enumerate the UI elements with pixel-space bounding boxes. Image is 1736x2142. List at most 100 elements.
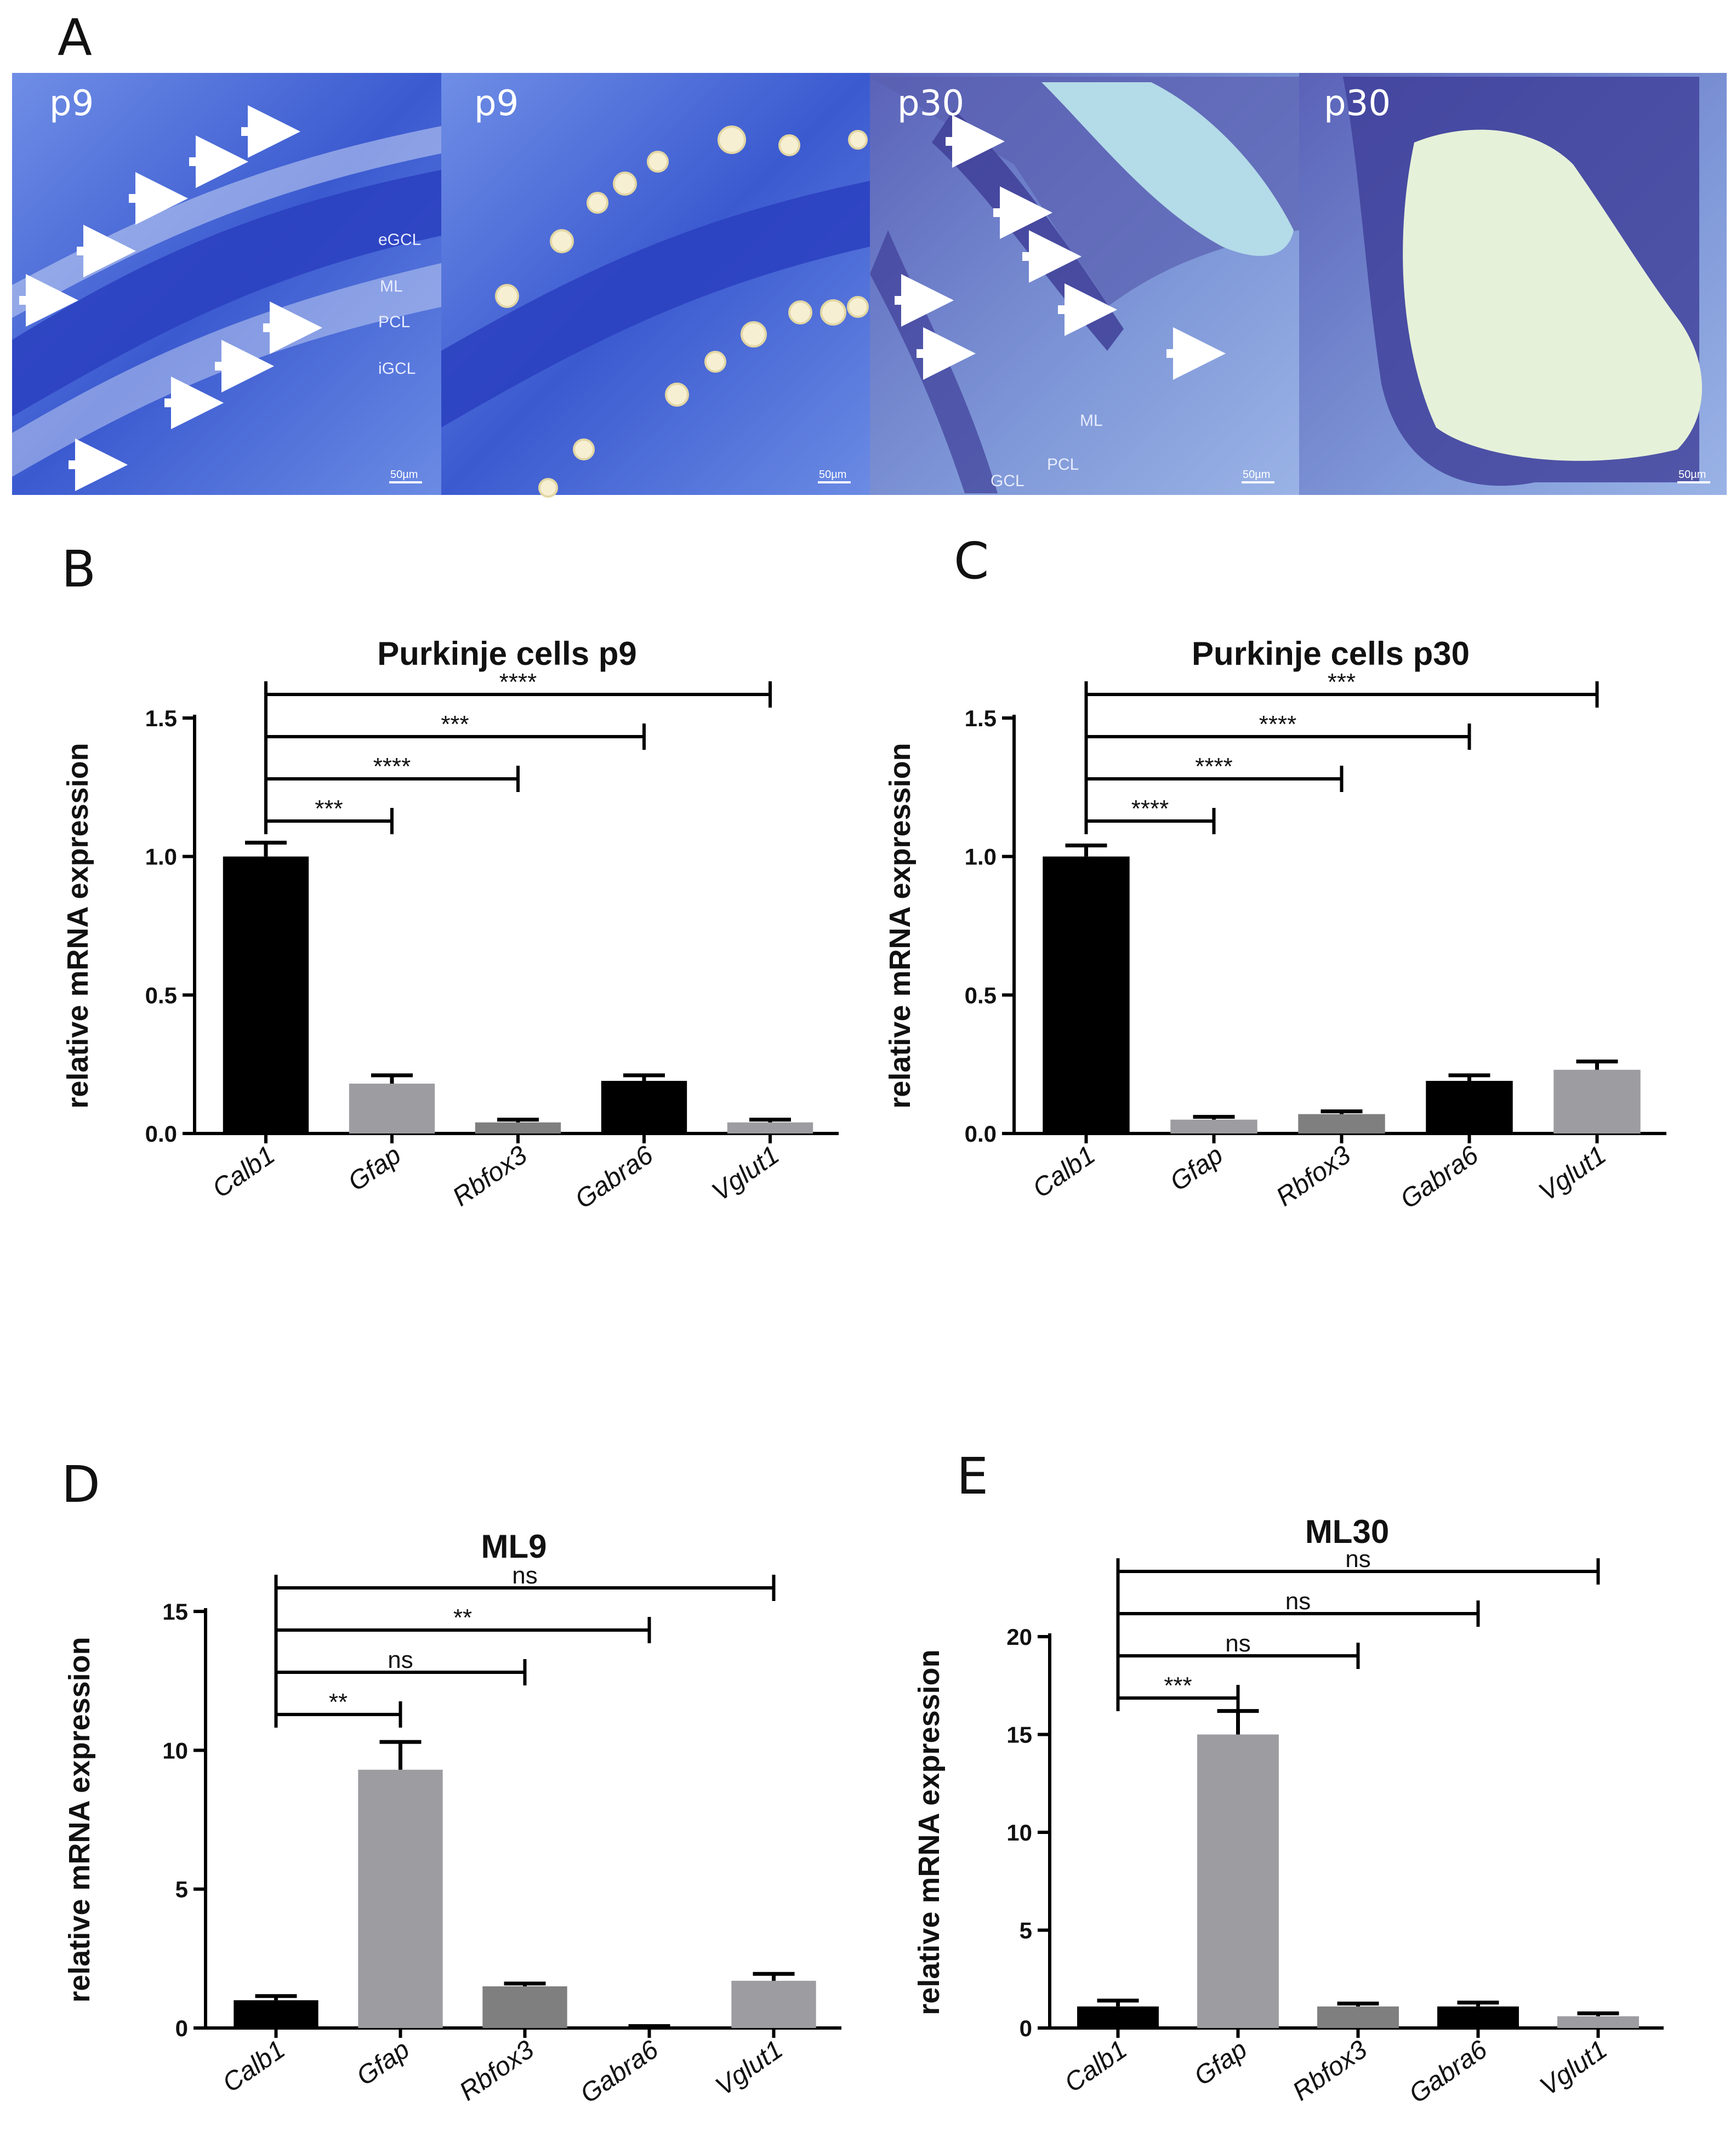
y-tick-label: 15 (1006, 1722, 1032, 1748)
panel-letter-b: B (61, 540, 96, 599)
category-label: Rbfox3 (1271, 1140, 1356, 1212)
significance-label: ** (329, 1689, 348, 1716)
significance-label: **** (1195, 753, 1233, 780)
category-label: Calb1 (207, 1141, 280, 1204)
significance-label: ns (388, 1647, 413, 1673)
significance-label: **** (1131, 795, 1169, 822)
significance-label: *** (1164, 1672, 1192, 1699)
y-axis-label: relative mRNA expression (913, 1649, 946, 2015)
y-tick-label: 15 (162, 1599, 188, 1625)
significance-label: ns (512, 1562, 537, 1589)
category-label: Vglut1 (1535, 2035, 1613, 2101)
y-tick-label: 20 (1006, 1624, 1032, 1650)
panel-letter-e: E (957, 1447, 988, 1506)
panel-letter-a: A (58, 8, 92, 67)
significance-label: **** (373, 753, 411, 780)
y-tick-label: 0.0 (145, 1121, 177, 1147)
chart-purkinje-p30: Purkinje cells p30 relative mRNA expressi… (884, 635, 1666, 1215)
bar (1426, 1080, 1513, 1133)
significance-label: ns (1345, 1546, 1370, 1573)
micrograph-3: p30 ML PCL GCL 50µm (870, 73, 1299, 495)
significance-label: ns (1225, 1630, 1250, 1657)
significance-label: ns (1285, 1588, 1311, 1615)
category-label: Gabra6 (1404, 2035, 1493, 2109)
bar (1170, 1119, 1257, 1133)
svg-text:50µm: 50µm (819, 469, 846, 481)
significance-label: ** (453, 1604, 472, 1631)
category-label: Gfap (1189, 2035, 1253, 2092)
y-axis-label: relative mRNA expression (61, 743, 94, 1108)
bar (601, 1080, 687, 1133)
captured-cell-holes (495, 126, 869, 498)
panel-letter-d: D (61, 1455, 100, 1514)
y-tick-label: 5 (1020, 1918, 1032, 1944)
y-axis-label: relative mRNA expression (63, 1637, 96, 2002)
layer-label-igcl: iGCL (378, 360, 415, 378)
layer-label-egcl: eGCL (378, 231, 421, 249)
y-tick-label: 0 (175, 2015, 188, 2041)
y-tick-label: 0.5 (965, 982, 997, 1008)
bar (482, 1986, 567, 2028)
category-label: Rbfox3 (1288, 2035, 1373, 2106)
category-label: Gfap (343, 1141, 407, 1197)
y-tick-label: 1.5 (965, 705, 997, 731)
scale-bar-1: 50µm (389, 469, 422, 483)
significance-label: *** (441, 711, 469, 738)
arrow-icons (19, 105, 322, 491)
scale-bar-3: 50µm (1242, 469, 1274, 483)
category-label: Calb1 (1028, 1141, 1101, 1204)
y-tick-label: 0 (1020, 2015, 1032, 2041)
bar (349, 1084, 435, 1133)
micrograph-1-stage: p9 (49, 83, 94, 124)
category-label: Rbfox3 (454, 2035, 539, 2106)
chart-title: Purkinje cells p30 (1192, 635, 1470, 672)
chart-ml9: ML9 relative mRNA expression 0 5 10 15 Calb1 Gf… (63, 1528, 841, 2109)
layer-label-gcl-p30: GCL (991, 472, 1024, 490)
scale-bar-4: 50µm (1677, 469, 1710, 483)
bar (1077, 2006, 1159, 2028)
y-tick-label: 5 (175, 1877, 188, 1902)
micrograph-4-stage: p30 (1324, 83, 1391, 124)
bar (1298, 1114, 1385, 1133)
bar (234, 2000, 318, 2028)
svg-text:50µm: 50µm (390, 469, 418, 481)
category-label: Gabra6 (575, 2035, 664, 2109)
chart-ml30: ML30 relative mRNA expression 0 5 10 15 20 Calb… (913, 1513, 1664, 2109)
chart-title: ML9 (481, 1528, 547, 1565)
category-label: Rbfox3 (447, 1140, 532, 1212)
category-label: Vglut1 (710, 2035, 788, 2101)
chart-title: ML30 (1305, 1513, 1389, 1550)
bar (1557, 2016, 1639, 2028)
category-label: Vglut1 (707, 1141, 784, 1207)
category-label: Gfap (1165, 1141, 1228, 1197)
significance-label: **** (499, 669, 537, 696)
significance-label: *** (315, 795, 343, 822)
micrograph-3-stage: p30 (897, 83, 964, 124)
category-label: Vglut1 (1534, 1141, 1612, 1207)
bar (223, 856, 309, 1133)
y-tick-label: 0.5 (145, 982, 177, 1008)
y-tick-label: 1.0 (965, 844, 997, 870)
bar (358, 1769, 443, 2028)
bar (1197, 1734, 1279, 2028)
y-tick-label: 10 (162, 1737, 188, 1763)
y-axis-label: relative mRNA expression (884, 743, 917, 1108)
bar (475, 1122, 561, 1133)
micrograph-strip: p9 eGCL ML PCL iGCL 50µm p9 (12, 73, 1727, 498)
bar (1317, 2006, 1399, 2028)
y-tick-label: 1.5 (145, 705, 177, 731)
bar (731, 1980, 816, 2028)
chart-title: Purkinje cells p9 (377, 635, 637, 672)
micrograph-1: p9 eGCL ML PCL iGCL 50µm (12, 73, 441, 495)
micrograph-4: p30 50µm (1299, 73, 1727, 495)
arrow-icons (895, 115, 1226, 380)
micrograph-2-stage: p9 (474, 83, 519, 124)
layer-label-ml-p30: ML (1080, 412, 1103, 430)
micrograph-2: p9 50µm (441, 73, 870, 498)
bar (1553, 1069, 1641, 1133)
y-tick-label: 10 (1006, 1820, 1032, 1845)
bar (727, 1122, 813, 1133)
chart-purkinje-p9: Purkinje cells p9 relative mRNA expressio… (61, 635, 839, 1215)
svg-text:50µm: 50µm (1243, 469, 1270, 481)
